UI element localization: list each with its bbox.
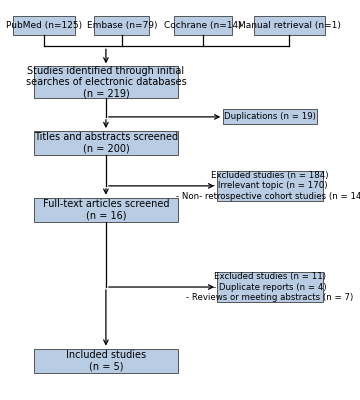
FancyBboxPatch shape xyxy=(33,131,178,155)
FancyBboxPatch shape xyxy=(223,110,317,124)
Text: Cochrane (n=14): Cochrane (n=14) xyxy=(164,21,242,30)
FancyBboxPatch shape xyxy=(174,16,232,35)
FancyBboxPatch shape xyxy=(217,272,323,302)
Text: PubMed (n=125): PubMed (n=125) xyxy=(6,21,82,30)
FancyBboxPatch shape xyxy=(33,66,178,98)
FancyBboxPatch shape xyxy=(33,348,178,373)
FancyBboxPatch shape xyxy=(13,16,75,35)
FancyBboxPatch shape xyxy=(217,171,323,200)
FancyBboxPatch shape xyxy=(33,198,178,222)
Text: Excluded studies (n = 11)
- Duplicate reports (n = 4)
- Reviews or meeting abstr: Excluded studies (n = 11) - Duplicate re… xyxy=(186,272,354,302)
Text: Manual retrieval (n=1): Manual retrieval (n=1) xyxy=(238,21,341,30)
Text: Duplications (n = 19): Duplications (n = 19) xyxy=(224,112,316,121)
Text: Embase (n=79): Embase (n=79) xyxy=(86,21,157,30)
Text: Studies identified through initial
searches of electronic databases
(n = 219): Studies identified through initial searc… xyxy=(26,66,186,99)
Text: Full-text articles screened
(n = 16): Full-text articles screened (n = 16) xyxy=(43,199,169,221)
Text: Excluded studies (n = 184)
- Irrelevant topic (n = 170)
- Non- retrospective coh: Excluded studies (n = 184) - Irrelevant … xyxy=(176,171,360,201)
FancyBboxPatch shape xyxy=(254,16,325,35)
Text: Titles and abstracts screened
(n = 200): Titles and abstracts screened (n = 200) xyxy=(34,132,178,154)
FancyBboxPatch shape xyxy=(94,16,149,35)
Text: Included studies
(n = 5): Included studies (n = 5) xyxy=(66,350,146,372)
